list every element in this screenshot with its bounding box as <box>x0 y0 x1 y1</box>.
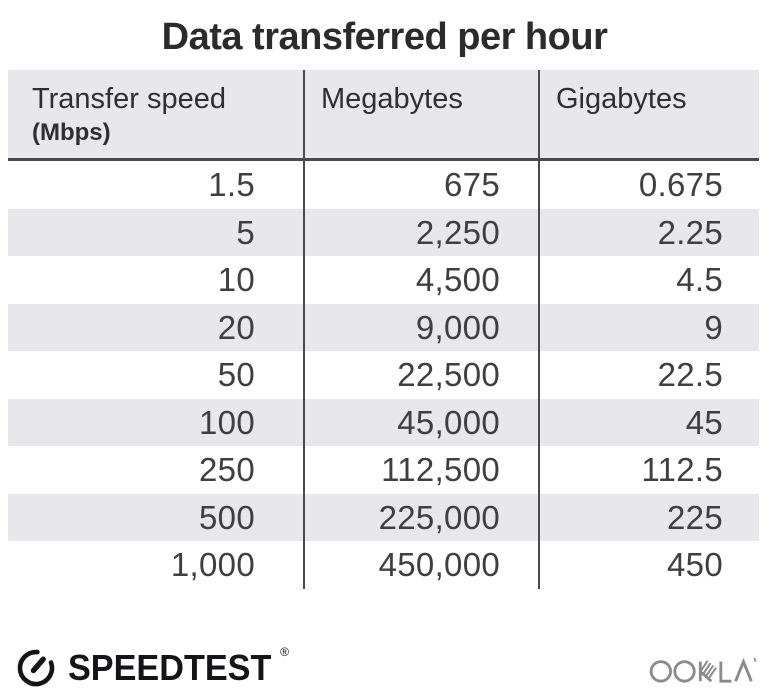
registered-trademark: ® <box>280 645 289 659</box>
column-header-megabytes: Megabytes <box>303 70 538 158</box>
column-header-label: Transfer speed <box>32 83 226 115</box>
table-cell: 675 <box>303 161 538 209</box>
table-cell: 2.25 <box>538 208 759 256</box>
table-cell: 9 <box>538 303 759 351</box>
table-cell: 45,000 <box>303 398 538 446</box>
table-cell: 22.5 <box>538 351 759 399</box>
table-row: 100 45,000 45 <box>8 398 759 446</box>
table-cell: 112.5 <box>538 446 759 494</box>
column-header-unit: (Mbps) <box>32 119 111 147</box>
table-cell: 4,500 <box>303 256 538 304</box>
table-cell: 450 <box>538 541 759 589</box>
ookla-wordmark-icon <box>649 657 757 683</box>
table-cell: 5 <box>8 208 303 256</box>
table-cell: 1.5 <box>208 166 255 203</box>
table-row: 5 2,250 2.25 <box>8 208 759 256</box>
table-cell: 112,500 <box>303 446 538 494</box>
table-cell: 450,000 <box>303 541 538 589</box>
column-header-transfer-speed: Transfer speed (Mbps) <box>8 70 303 158</box>
table-cell: 225 <box>538 493 759 541</box>
table-row: 250 112,500 112.5 <box>8 446 759 494</box>
table-cell: 250 <box>199 451 255 488</box>
table-header-row: Transfer speed (Mbps) Megabytes Gigabyte… <box>8 70 759 161</box>
speedtest-gauge-icon <box>17 649 55 687</box>
table-cell: 2,250 <box>303 208 538 256</box>
speedtest-wordmark: SPEEDTEST <box>68 647 272 688</box>
table-cell: 225,000 <box>303 493 538 541</box>
table-cell: 1,000 <box>170 546 255 583</box>
table-cell: 500 <box>8 493 303 541</box>
table-cell: 50 <box>217 356 255 393</box>
table-row: 10 4,500 4.5 <box>8 256 759 304</box>
table-cell: 20 <box>8 303 303 351</box>
footer: SPEEDTEST ® <box>0 642 769 694</box>
table-body: 1.5 675 0.675 5 2,250 2.25 10 4,500 4.5 20 9,000 9 5… <box>8 161 759 589</box>
ookla-logo <box>649 648 759 688</box>
table-cell: 45 <box>538 398 759 446</box>
table-row: 50 22,500 22.5 <box>8 351 759 399</box>
table-row: 500 225,000 225 <box>8 493 759 541</box>
table-cell: 22,500 <box>303 351 538 399</box>
page-title: Data transferred per hour <box>161 16 608 58</box>
table-row: 1.5 675 0.675 <box>8 161 759 209</box>
table-row: 20 9,000 9 <box>8 303 759 351</box>
table-cell: 100 <box>8 398 303 446</box>
table-cell: 9,000 <box>303 303 538 351</box>
data-table: Transfer speed (Mbps) Megabytes Gigabyte… <box>8 70 759 589</box>
column-header-gigabytes: Gigabytes <box>538 70 759 158</box>
speedtest-logo: SPEEDTEST ® <box>14 645 301 690</box>
table-cell: 4.5 <box>538 256 759 304</box>
table-row: 1,000 450,000 450 <box>8 541 759 589</box>
table-cell: 0.675 <box>538 161 759 209</box>
table-cell: 10 <box>217 261 255 298</box>
